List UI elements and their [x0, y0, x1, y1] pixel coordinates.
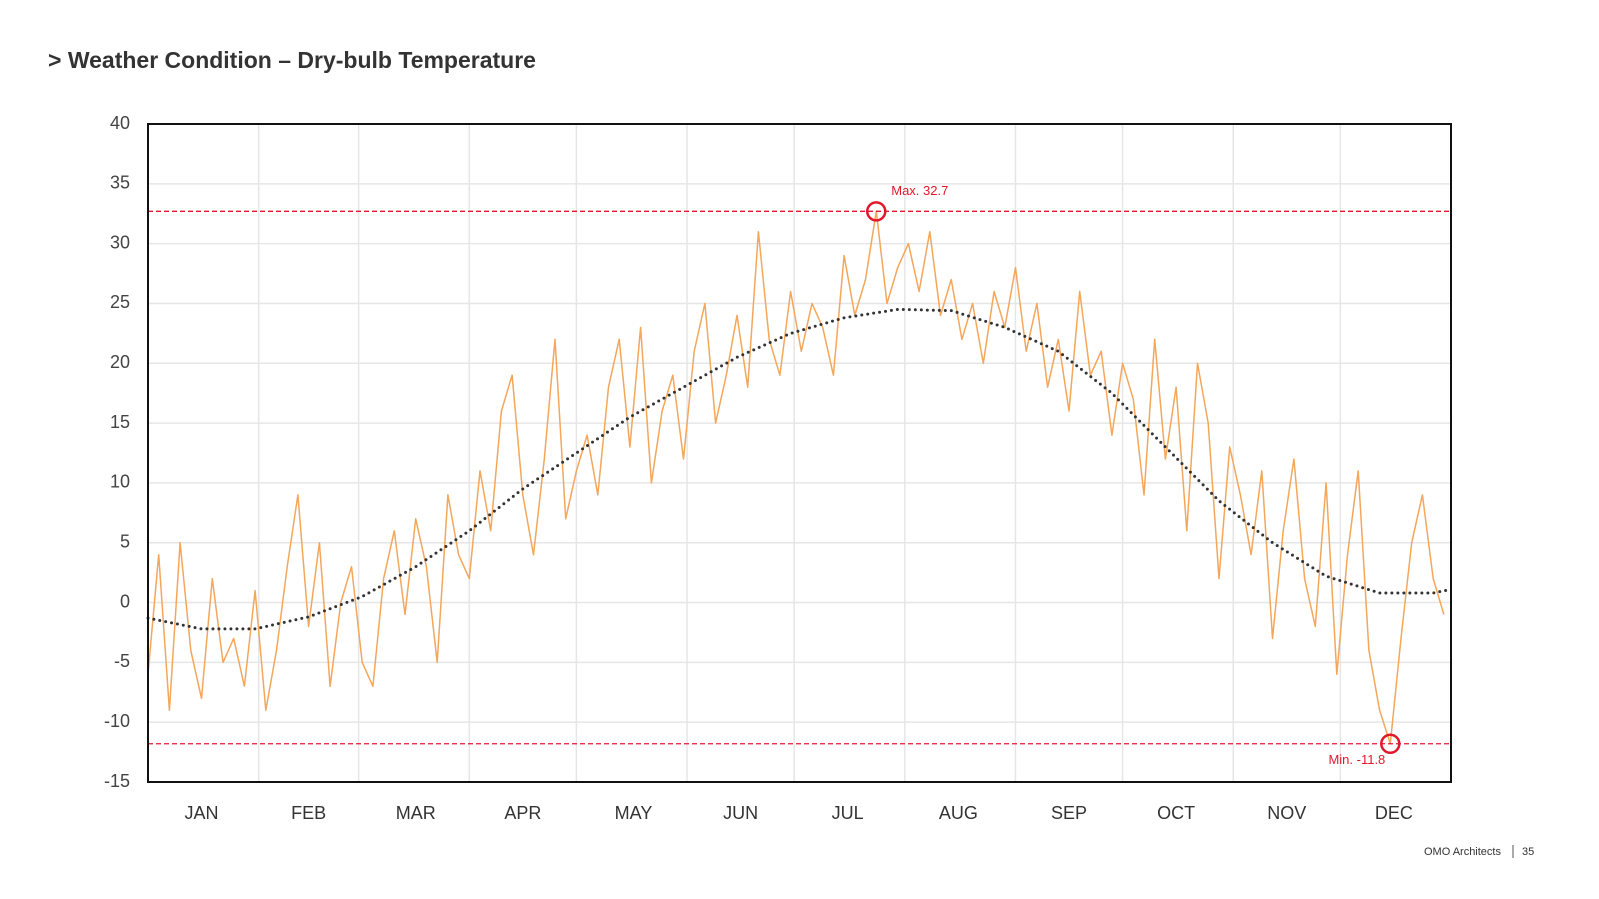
x-tick-label: JUL — [832, 803, 864, 823]
x-tick-label: JAN — [185, 803, 219, 823]
y-tick-label: 10 — [110, 472, 130, 492]
annotation-label: Max. 32.7 — [891, 183, 948, 198]
y-tick-label: 5 — [120, 531, 130, 551]
y-tick-label: -5 — [114, 651, 130, 671]
plot-frame — [147, 123, 1452, 783]
annotation-label: Min. -11.8 — [1328, 752, 1385, 767]
y-tick-label: -10 — [104, 711, 130, 731]
extreme-marker — [1380, 733, 1401, 754]
extreme-marker — [866, 201, 887, 222]
y-tick-label: 40 — [110, 113, 130, 133]
y-tick-label: 35 — [110, 173, 130, 193]
y-tick-label: 30 — [110, 232, 130, 252]
x-tick-label: NOV — [1267, 803, 1306, 823]
x-tick-label: AUG — [939, 803, 978, 823]
footer-company: OMO Architects — [1424, 846, 1502, 858]
y-tick-label: -15 — [104, 771, 130, 791]
x-tick-label: SEP — [1051, 803, 1087, 823]
x-tick-label: FEB — [291, 803, 326, 823]
data-line — [147, 210, 1445, 745]
x-tick-label: JUN — [723, 803, 758, 823]
x-tick-label: APR — [504, 803, 541, 823]
y-tick-label: 15 — [110, 412, 130, 432]
y-tick-label: 25 — [110, 292, 130, 312]
trend-line — [146, 307, 1453, 631]
x-tick-label: MAY — [615, 803, 653, 823]
y-tick-label: 20 — [110, 352, 130, 372]
x-tick-label: DEC — [1375, 803, 1413, 823]
y-tick-label: 0 — [120, 591, 130, 611]
x-tick-label: MAR — [396, 803, 436, 823]
x-tick-label: OCT — [1157, 803, 1195, 823]
footer-page: 35 — [1522, 846, 1534, 858]
chart-title: > Weather Condition – Dry-bulb Temperatu… — [48, 47, 536, 73]
